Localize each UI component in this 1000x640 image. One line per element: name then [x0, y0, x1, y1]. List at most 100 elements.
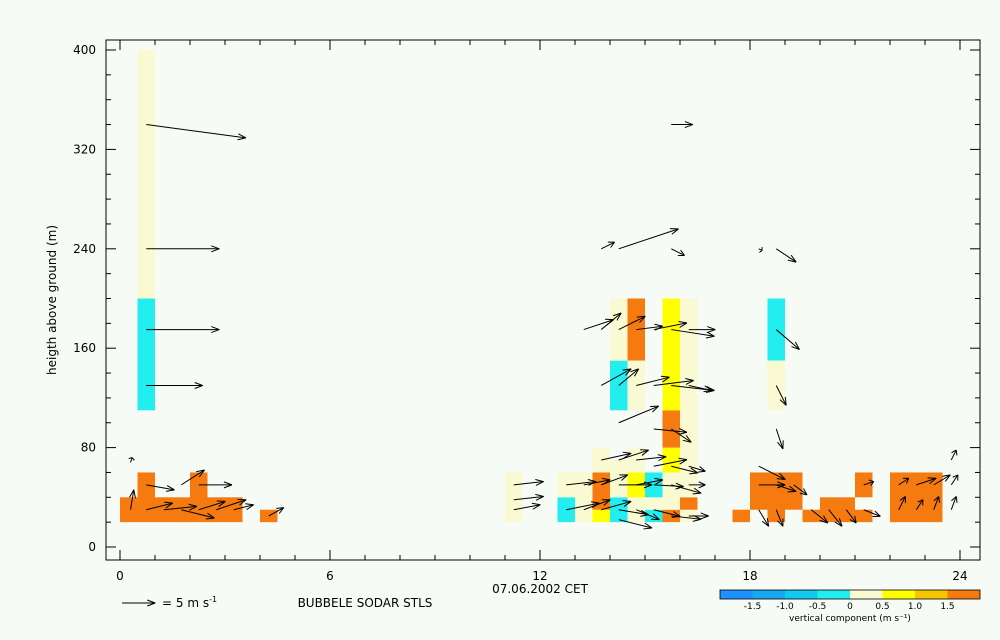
wind-vector: [758, 247, 763, 253]
heatmap-cell: [680, 497, 698, 510]
heatmap-cell: [592, 447, 610, 473]
wind-vector: [618, 315, 646, 331]
colorbar-tick-label: 0.5: [875, 602, 889, 612]
wind-vector: [636, 375, 670, 386]
heatmap-cell: [592, 472, 610, 510]
wind-vector: [601, 500, 632, 511]
wind-vector: [688, 465, 706, 473]
wind-vector: [758, 509, 770, 527]
wind-vector: [933, 496, 941, 510]
wind-vector: [653, 482, 684, 490]
heatmap-cell: [137, 298, 155, 411]
chart-subtitle: BUBBELE SODAR STLS: [298, 596, 433, 610]
wind-vector: [198, 481, 233, 489]
heatmap-cell: [627, 447, 645, 473]
colorbar-tick-label: -0.5: [809, 602, 827, 612]
colorbar-bin: [785, 590, 818, 599]
wind-vector: [129, 489, 136, 510]
wind-vector: [898, 496, 906, 510]
heatmap-cell: [120, 497, 138, 523]
wind-vector: [671, 465, 699, 475]
wind-vector: [776, 484, 797, 493]
y-axis-label: heigth above ground (m): [45, 225, 59, 375]
wind-vector: [653, 428, 688, 435]
colorbar: -1.5 -1.0 -0.5 0 0.5 1.0 1.5: [719, 589, 981, 612]
heatmap-cell: [767, 472, 785, 523]
heatmap-cell: [190, 472, 208, 523]
y-tick-label: 0: [88, 540, 96, 554]
wind-vector: [513, 493, 544, 501]
colorbar-bin: [720, 590, 753, 599]
wind-vector: [828, 509, 843, 527]
wind-vector: [618, 519, 653, 530]
plot-frame: [105, 39, 981, 561]
wind-vector: [775, 248, 797, 263]
heatmap-cell: [680, 298, 698, 498]
wind-vector: [636, 509, 660, 521]
wind-vector: [845, 509, 857, 524]
wind-vector: [163, 503, 198, 511]
wind-vector: [146, 382, 203, 389]
wind-vector: [758, 465, 786, 481]
wind-vector: [601, 451, 632, 461]
wind-vector: [775, 329, 800, 350]
colorbar-tick-label: -1.0: [776, 602, 794, 612]
heatmap-cell: [925, 472, 943, 523]
wind-vector: [618, 368, 640, 386]
wind-vector: [810, 509, 829, 524]
wind-vector: [636, 477, 664, 486]
heatmap-cell: [645, 497, 663, 510]
wind-vector: [216, 498, 247, 511]
wind-vector: [775, 385, 787, 406]
colorbar-tick-label: 1.5: [940, 602, 954, 612]
wind-vector: [618, 481, 653, 489]
wind-vector: [688, 384, 713, 393]
wind-vector: [898, 477, 910, 486]
wind-vector: [775, 509, 784, 527]
wind-vector: [670, 428, 692, 443]
y-tick-label: 160: [73, 341, 96, 355]
colorbar-frame: [719, 589, 981, 600]
colorbar-bin: [817, 590, 850, 599]
wind-vector: [583, 499, 611, 511]
wind-vector: [688, 326, 716, 334]
y-tick-label: 80: [81, 441, 96, 455]
wind-vector: [653, 378, 694, 386]
wind-vector: [636, 454, 667, 462]
wind-vector: [950, 449, 958, 461]
heatmap-cell: [662, 447, 680, 473]
colorbar-tick-label: -1.5: [744, 602, 762, 612]
wind-vector: [618, 228, 679, 250]
colorbar-tick-label: 0: [847, 602, 853, 612]
wind-vector: [863, 479, 875, 487]
wind-vector: [775, 428, 784, 450]
wind-vector: [146, 326, 220, 334]
wind-vector: [181, 509, 215, 520]
x-tick-label: 18: [742, 569, 757, 583]
wind-vector: [618, 449, 649, 461]
wind-vector: [601, 368, 632, 386]
wind-vector: [653, 321, 688, 331]
wind-vector: [513, 478, 544, 486]
wind-vector: [653, 457, 688, 467]
vector-scale-legend: = 5 m s-1: [122, 595, 217, 610]
colorbar-bin: [882, 590, 915, 599]
wind-vector: [950, 474, 959, 486]
wind-vector: [863, 509, 881, 517]
y-tick-label: 240: [73, 242, 96, 256]
heatmap-cell: [575, 472, 593, 523]
wind-vector: [600, 312, 622, 330]
wind-vector: [671, 121, 694, 129]
x-axis-label: 07.06.2002 CET: [492, 582, 588, 596]
heatmap-cell: [855, 509, 873, 523]
colorbar-bin: [752, 590, 785, 599]
heatmap-cell: [172, 497, 190, 523]
heatmap-cell: [505, 472, 523, 523]
wind-vector: [146, 245, 220, 253]
colorbar-bin: [850, 590, 883, 599]
wind-vector: [688, 481, 706, 489]
wind-vector: [915, 499, 924, 511]
x-tick-label: 12: [532, 569, 547, 583]
